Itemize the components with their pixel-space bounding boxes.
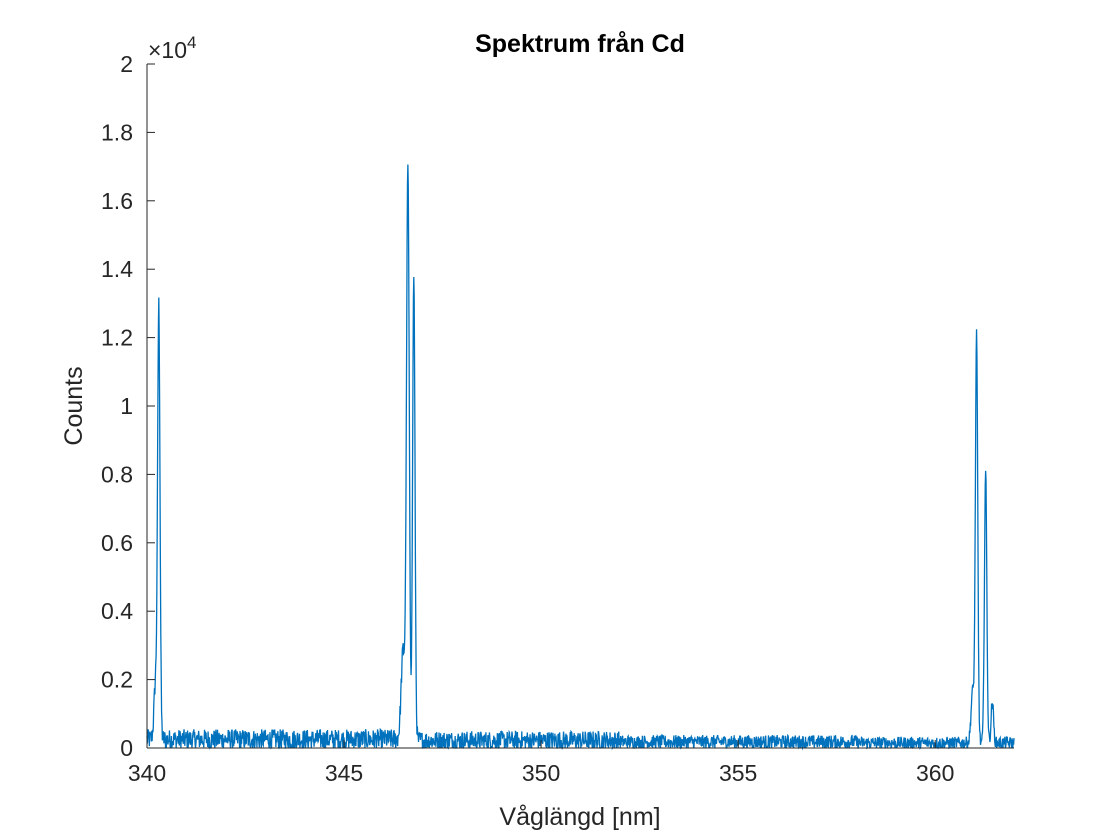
- x-tick-label: 355: [719, 760, 757, 786]
- y-tick-label: 0: [120, 735, 133, 761]
- x-axis-label: Våglängd [nm]: [499, 803, 660, 831]
- x-tick-label: 360: [916, 760, 954, 786]
- y-exponent-base: ×10: [148, 37, 187, 63]
- axes-background: [147, 64, 1014, 748]
- y-tick-label: 0.2: [101, 667, 133, 693]
- y-tick-label: 1.4: [101, 256, 133, 282]
- x-tick-label: 345: [325, 760, 363, 786]
- y-tick-label: 1: [120, 393, 133, 419]
- y-axis-label: Counts: [60, 366, 88, 445]
- y-axis-exponent: ×104: [148, 33, 196, 63]
- y-exponent-power: 4: [187, 33, 196, 52]
- y-tick-label: 0.6: [101, 530, 133, 556]
- plot-area: [146, 64, 1015, 751]
- y-tick-label: 1.6: [101, 188, 133, 214]
- x-tick-label: 350: [522, 760, 560, 786]
- y-tick-label: 1.2: [101, 325, 133, 351]
- chart-title: Spektrum från Cd: [475, 30, 685, 58]
- series-line: [146, 164, 1015, 751]
- y-tick-label: 1.8: [101, 119, 133, 145]
- y-tick-label: 0.8: [101, 461, 133, 487]
- y-tick-label: 2: [120, 51, 133, 77]
- y-tick-label: 0.4: [101, 598, 133, 624]
- y-ticks: 0 0.2 0.4 0.6 0.8 1 1.2 1.4 1.6 1.8 2: [101, 51, 155, 761]
- x-tick-label: 340: [128, 760, 166, 786]
- x-ticks: 340 345 350 355 360: [128, 740, 954, 786]
